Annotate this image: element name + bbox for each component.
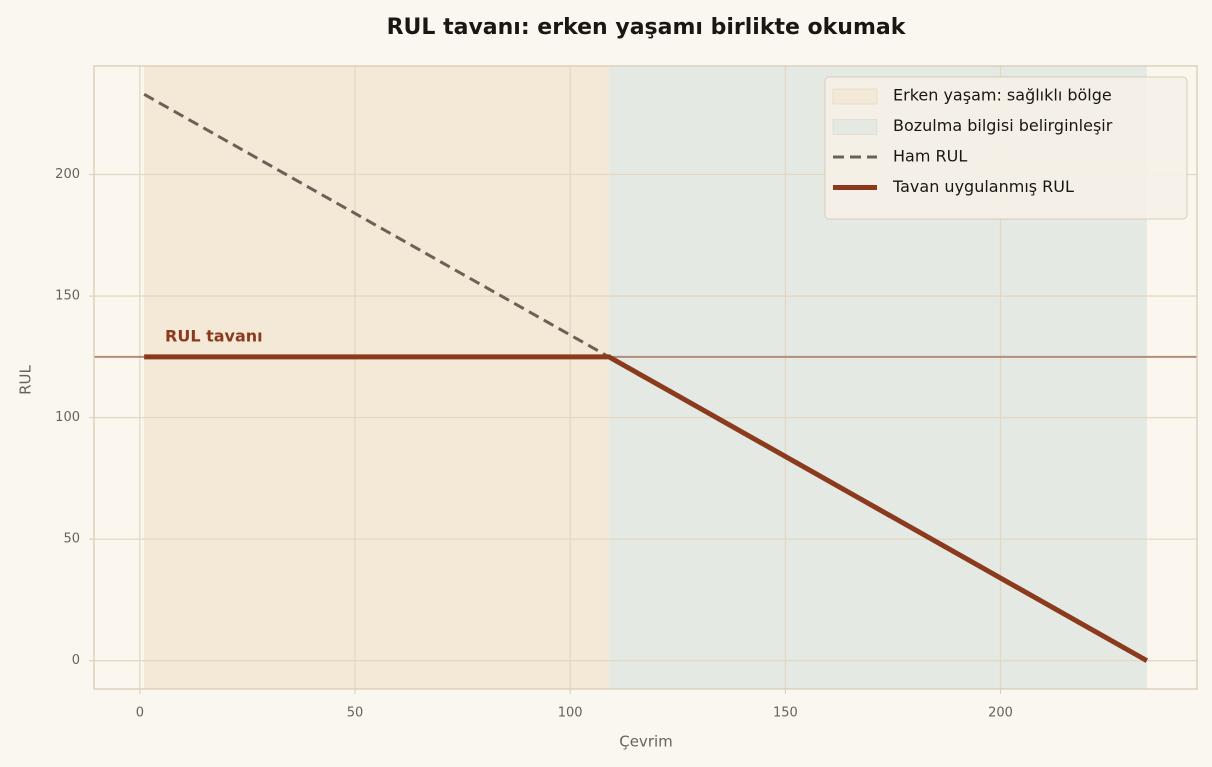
y-tick-label: 200 (55, 167, 80, 182)
x-tick-label: 150 (773, 706, 798, 721)
y-tick-label: 0 (72, 653, 80, 668)
x-tick-label: 200 (988, 706, 1013, 721)
chart-title: RUL tavanı: erken yaşamı birlikte okumak (387, 15, 907, 40)
cap-label: RUL tavanı (165, 326, 263, 345)
legend-label: Erken yaşam: sağlıklı bölge (893, 86, 1112, 105)
y-tick-label: 100 (55, 410, 80, 425)
legend-swatch (832, 88, 878, 105)
legend: Erken yaşam: sağlıklı bölge Bozulma bilgi… (824, 76, 1188, 220)
legend-label: Ham RUL (893, 147, 967, 166)
line (144, 354, 1149, 663)
legend-swatch (832, 119, 878, 135)
y-tick-label: 50 (63, 532, 80, 547)
y-tick-label: 150 (55, 289, 80, 304)
span (144, 66, 609, 689)
legend-label: Bozulma bilgisi belirginleşir (893, 116, 1113, 135)
x-tick-label: 0 (136, 706, 144, 721)
y-axis-label: RUL (17, 364, 35, 394)
x-tick-label: 100 (558, 706, 583, 721)
x-axis-label: Çevrim (619, 733, 673, 751)
legend-box (824, 76, 1188, 220)
x-tick-label: 50 (347, 706, 364, 721)
legend-label: Tavan uygulanmış RUL (892, 177, 1074, 196)
plot-frame (93, 65, 1198, 690)
